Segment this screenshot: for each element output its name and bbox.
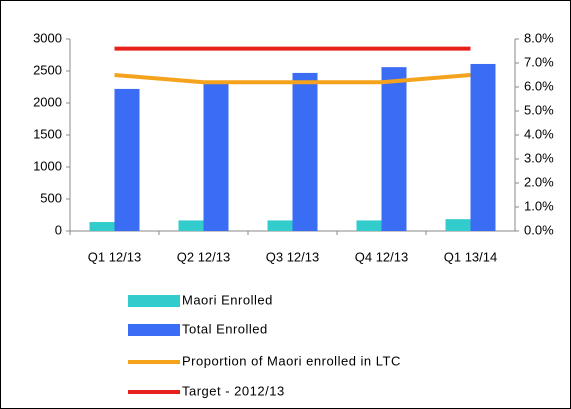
bar (114, 88, 140, 231)
y2-tick-label: 2.0% (524, 174, 554, 189)
y-tick-label: 2500 (33, 62, 62, 77)
bar (89, 222, 115, 231)
y2-tick-label: 8.0% (524, 30, 554, 45)
bar (470, 63, 496, 232)
bar (356, 220, 382, 231)
legend-swatch (128, 295, 180, 307)
y-tick-label: 0 (55, 222, 62, 237)
y2-tick-label: 0.0% (524, 222, 554, 237)
bar (381, 67, 407, 231)
legend-label: Proportion of Maori enrolled in LTC (182, 353, 401, 368)
y-tick-label: 1000 (33, 158, 62, 173)
legend-label: Maori Enrolled (182, 292, 273, 307)
bar (292, 72, 318, 231)
y2-tick-label: 6.0% (524, 78, 554, 93)
y-tick-label: 3000 (33, 30, 62, 45)
legend-label: Target - 2012/13 (182, 383, 285, 398)
bar (178, 220, 204, 231)
legend-swatch (128, 324, 180, 336)
bar (445, 219, 471, 231)
x-tick-label: Q1 13/14 (444, 249, 498, 264)
y2-tick-label: 4.0% (524, 126, 554, 141)
x-tick-label: Q4 12/13 (355, 249, 409, 264)
y-tick-label: 1500 (33, 126, 62, 141)
x-tick-label: Q3 12/13 (266, 249, 320, 264)
bar (203, 81, 229, 231)
y2-tick-label: 1.0% (524, 198, 554, 213)
y2-tick-label: 5.0% (524, 102, 554, 117)
y-tick-label: 2000 (33, 94, 62, 109)
y2-tick-label: 3.0% (524, 150, 554, 165)
y2-tick-label: 7.0% (524, 54, 554, 69)
x-tick-label: Q2 12/13 (177, 249, 231, 264)
bar (267, 220, 293, 231)
line (114, 73, 471, 85)
x-tick-label: Q1 12/13 (88, 249, 142, 264)
y-tick-label: 500 (40, 190, 62, 205)
legend-label: Total Enrolled (182, 321, 268, 336)
